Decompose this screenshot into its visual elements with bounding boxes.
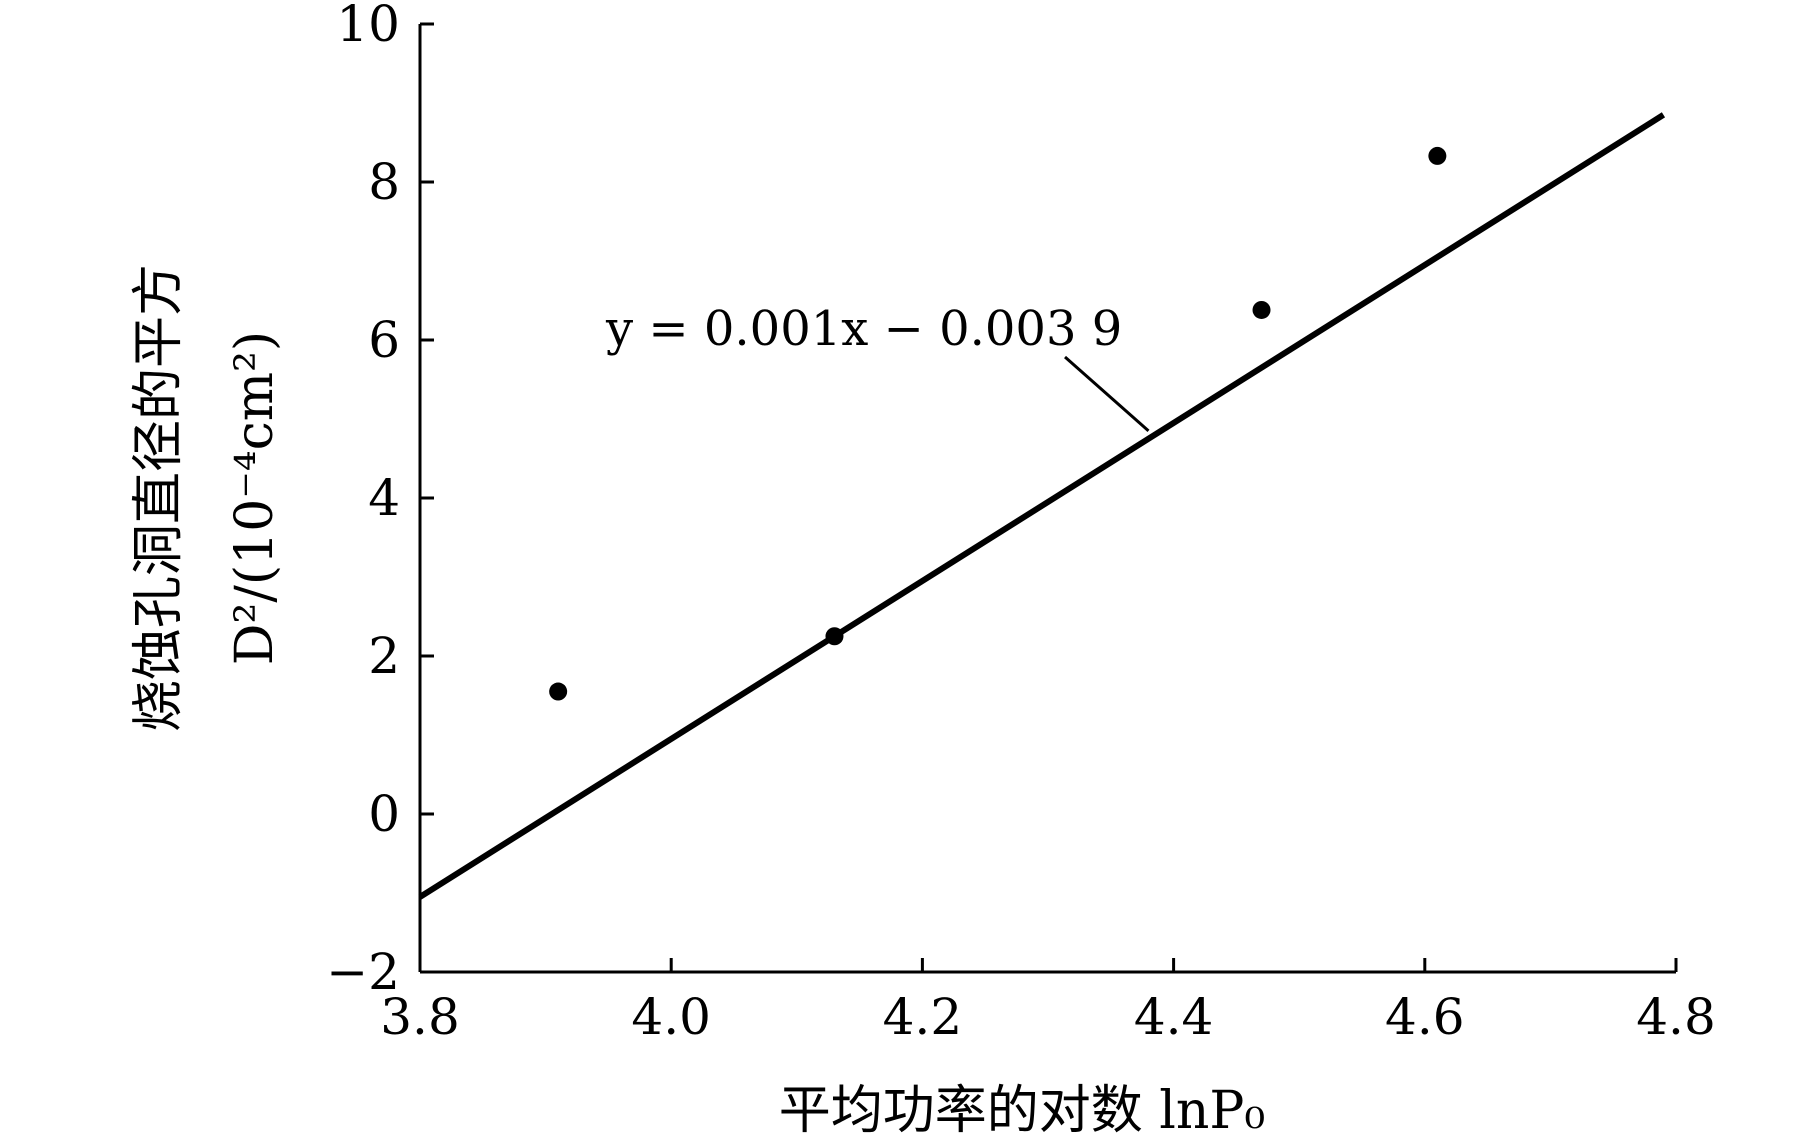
- fit-equation-label: y = 0.001x − 0.003 9: [605, 301, 1122, 357]
- y-tick-label: 4: [368, 469, 400, 527]
- x-tick-label: 4.0: [631, 988, 711, 1046]
- y-tick-label: 6: [368, 311, 400, 369]
- x-tick-label: 4.4: [1134, 988, 1214, 1046]
- fit-equation-leader: [1064, 355, 1150, 432]
- data-point: [825, 627, 844, 646]
- x-tick-label: 4.6: [1385, 988, 1465, 1046]
- y-axis-ticks: −2 0 2 4 6 8 10: [326, 0, 434, 1001]
- plot-area: [418, 24, 1676, 974]
- data-point: [1252, 300, 1271, 319]
- data-point: [549, 682, 568, 701]
- x-axis-ticks: 3.8 4.0 4.2 4.4 4.6 4.8: [380, 958, 1716, 1046]
- data-point: [1428, 146, 1447, 165]
- y-tick-label: 8: [368, 153, 400, 211]
- y-tick-label: 10: [336, 0, 400, 53]
- y-axis-title-line1: 烧蚀孔洞直径的平方: [129, 264, 189, 732]
- x-tick-label: 4.8: [1636, 988, 1716, 1046]
- x-tick-label: 4.2: [883, 988, 963, 1046]
- y-tick-label: 2: [368, 627, 400, 685]
- fit-line: [418, 112, 1666, 900]
- x-axis-title: 平均功率的对数 lnP₀: [779, 1081, 1266, 1141]
- x-tick-label: 3.8: [380, 988, 460, 1046]
- y-axis-title-line2: D²/(10⁻⁴cm²): [225, 331, 285, 665]
- y-tick-label: 0: [368, 785, 400, 843]
- data-series: [418, 112, 1666, 900]
- y-tick-label: −2: [326, 943, 400, 1001]
